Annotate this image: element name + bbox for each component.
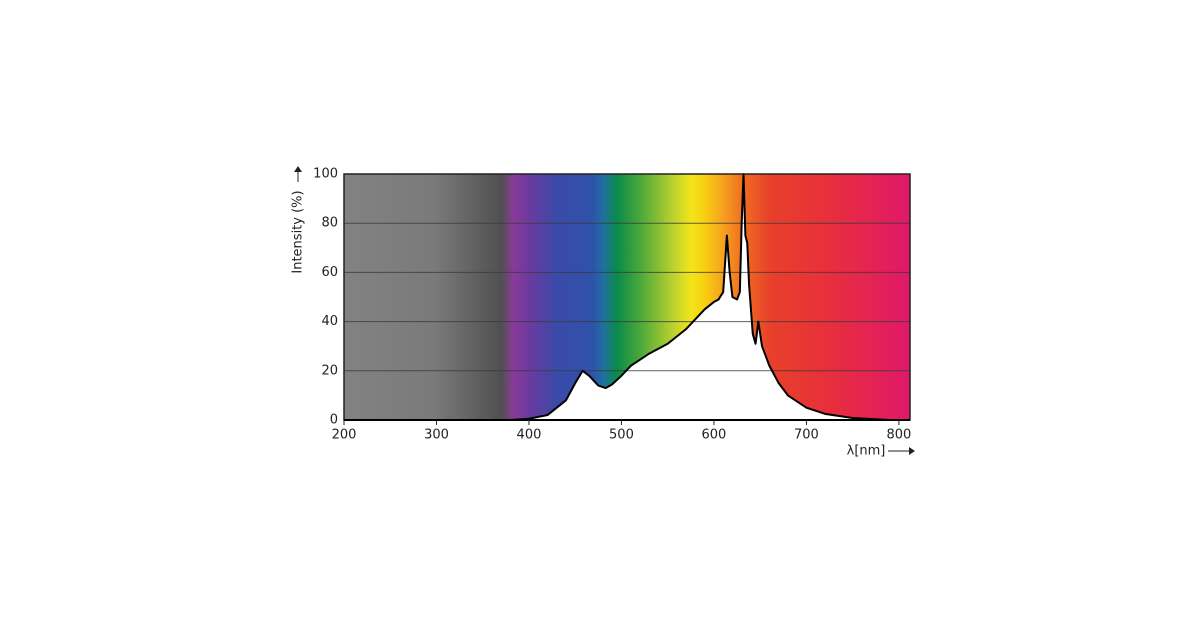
x-tick-label: 700	[794, 428, 819, 443]
y-tick-label: 80	[321, 216, 338, 231]
y-tick-label: 0	[330, 413, 338, 428]
y-tick-label: 20	[321, 363, 338, 378]
x-tick-label: 800	[886, 428, 911, 443]
y-axis-label: Intensity (%)	[291, 190, 306, 273]
x-axis-arrowhead	[909, 447, 915, 455]
x-axis-label: λ[nm]	[847, 444, 886, 459]
y-tick-label: 40	[321, 314, 338, 329]
spectrum-line	[510, 173, 890, 421]
x-tick-label: 500	[609, 428, 634, 443]
y-axis-arrowhead	[294, 166, 302, 172]
x-tick-label: 200	[332, 428, 357, 443]
x-tick-label: 400	[517, 428, 542, 443]
plot-area	[344, 173, 910, 421]
y-tick-label: 60	[321, 265, 338, 280]
x-tick-label: 600	[702, 428, 727, 443]
x-tick-label: 300	[424, 428, 449, 443]
y-tick-label: 100	[313, 167, 338, 182]
